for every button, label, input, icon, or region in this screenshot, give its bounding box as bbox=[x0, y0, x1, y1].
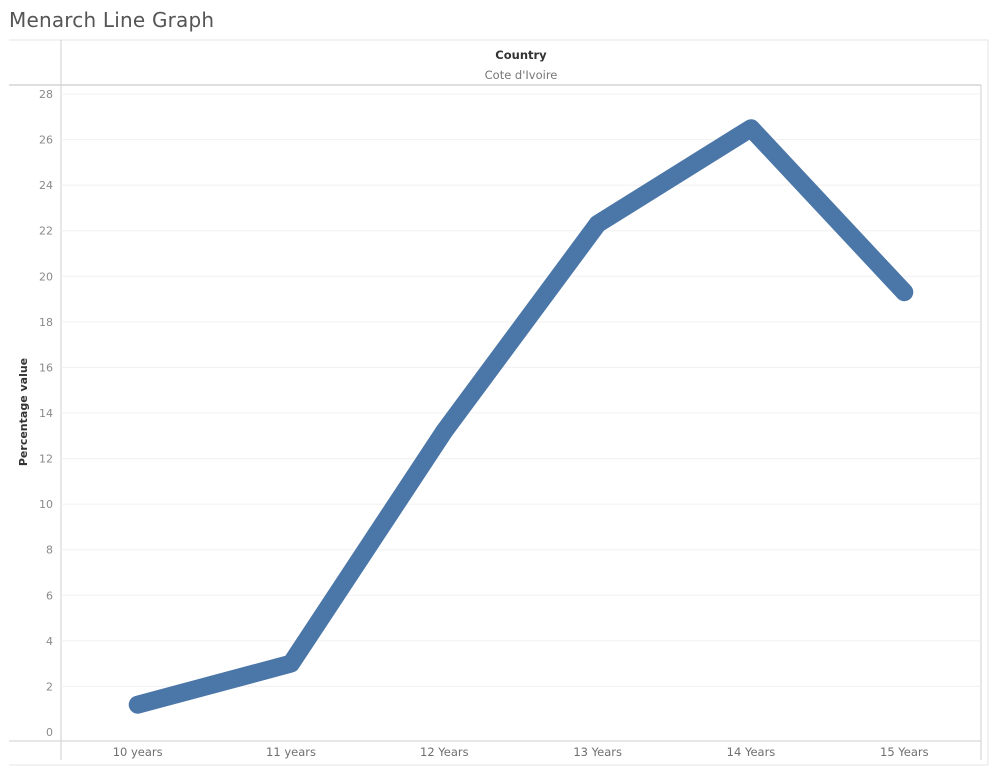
y-tick-label: 14 bbox=[39, 407, 53, 420]
series-line bbox=[128, 119, 914, 714]
data-point bbox=[290, 662, 292, 665]
y-tick-label: 18 bbox=[39, 316, 53, 329]
y-tick-label: 0 bbox=[46, 726, 53, 739]
y-tick-label: 10 bbox=[39, 498, 53, 511]
y-tick-label: 28 bbox=[39, 88, 53, 101]
y-tick-label: 22 bbox=[39, 225, 53, 238]
data-point bbox=[596, 222, 599, 225]
x-category-label: 13 Years bbox=[573, 745, 622, 759]
series-lines bbox=[128, 119, 914, 714]
x-category-label: 11 years bbox=[266, 745, 316, 759]
column-header-value: Cote d'Ivoire bbox=[485, 68, 558, 82]
y-tick-label: 20 bbox=[39, 270, 53, 283]
data-point bbox=[136, 703, 139, 706]
y-tick-label: 2 bbox=[46, 680, 53, 693]
data-point bbox=[750, 127, 752, 130]
gridlines bbox=[61, 93, 981, 687]
column-header-title: Country bbox=[495, 48, 547, 62]
y-axis-title: Percentage value bbox=[17, 358, 30, 466]
x-category-label: 10 years bbox=[113, 745, 163, 759]
x-category-labels: 10 years 11 years 12 Years 13 Years 14 Years… bbox=[113, 745, 929, 759]
data-point bbox=[903, 291, 906, 294]
y-tick-label: 16 bbox=[39, 361, 53, 374]
page-title: Menarch Line Graph bbox=[9, 8, 215, 32]
y-tick-label: 8 bbox=[46, 544, 53, 557]
data-point bbox=[443, 430, 446, 433]
y-tick-label: 26 bbox=[39, 134, 53, 147]
y-tick-label: 12 bbox=[39, 453, 53, 466]
y-tick-label: 4 bbox=[46, 635, 53, 648]
x-category-label: 15 Years bbox=[880, 745, 929, 759]
x-category-label: 14 Years bbox=[727, 745, 776, 759]
y-tick-label: 24 bbox=[39, 179, 53, 192]
y-tick-label: 6 bbox=[46, 589, 53, 602]
x-category-label: 12 Years bbox=[420, 745, 469, 759]
